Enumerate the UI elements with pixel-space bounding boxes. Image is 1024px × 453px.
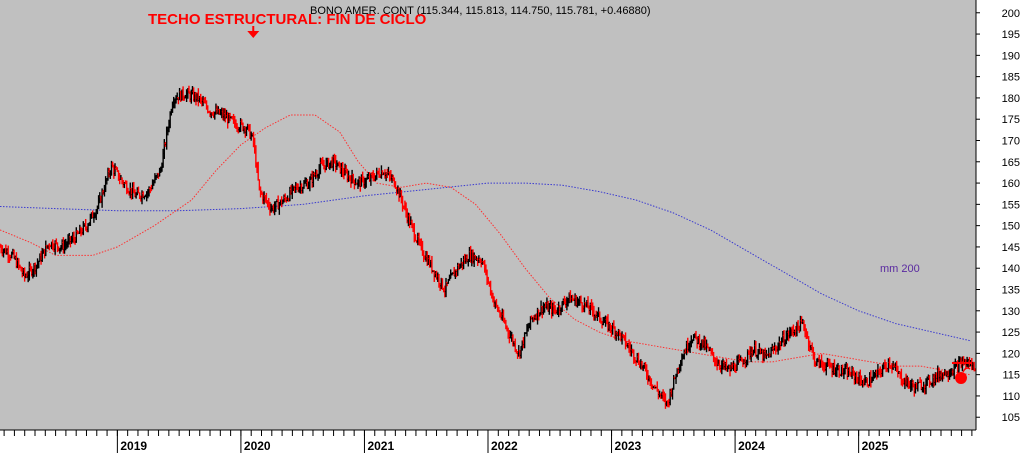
y-tick-label: 120 [1002,348,1020,360]
y-tick-label: 130 [1002,306,1020,318]
annotation-arrow-icon [247,26,260,38]
y-tick-label: 115 [1002,370,1020,382]
x-tick-label: 2022 [491,439,518,453]
y-tick-label: 180 [1002,93,1020,105]
y-tick-label: 175 [1002,114,1020,126]
y-tick-label: 110 [1002,391,1020,403]
y-tick-label: 160 [1002,178,1020,190]
x-tick-label: 2024 [738,439,765,453]
y-tick-label: 195 [1002,29,1020,41]
bomb-icon [952,362,972,384]
y-tick-label: 105 [1002,412,1020,424]
y-tick-label: 165 [1002,157,1020,169]
x-tick-label: 2019 [120,439,147,453]
y-tick-label: 190 [1002,50,1020,62]
price-layer [0,85,977,409]
ma-slow-layer [0,182,970,342]
annotation-label: TECHO ESTRUCTURAL: FIN DE CICLO [148,11,427,28]
y-tick-label: 140 [1002,263,1020,275]
bomb-body [955,372,967,384]
y-tick-label: 150 [1002,221,1020,233]
y-tick-label: 200 [1002,8,1020,20]
y-tick-label: 185 [1002,72,1020,84]
x-tick-label: 2025 [862,439,889,453]
bomb-fuse [962,367,971,373]
y-tick-label: 170 [1002,135,1020,147]
x-axis: 2019 2020 2021 2022 2023 2024 2025 [0,429,976,453]
x-tick-label: 2020 [244,439,271,453]
y-axis: 105 110 115 120 125 130 135 140 145 150 155 160 165 1… [975,0,1020,430]
chart-header: BONO AMER. CONT (115.344, 115.813, 114.7… [310,5,651,17]
y-tick-label: 145 [1002,242,1020,254]
x-tick-label: 2023 [615,439,642,453]
ma-fast-layer [0,114,970,376]
y-tick-label: 135 [1002,285,1020,297]
ma-200-line [0,182,970,342]
y-tick-label: 155 [1002,199,1020,211]
arrow-head [247,31,260,38]
ma-fast-line [0,114,970,376]
ma-200-label: mm 200 [880,263,920,275]
x-tick-label: 2021 [367,439,394,453]
y-tick-label: 125 [1002,327,1020,339]
